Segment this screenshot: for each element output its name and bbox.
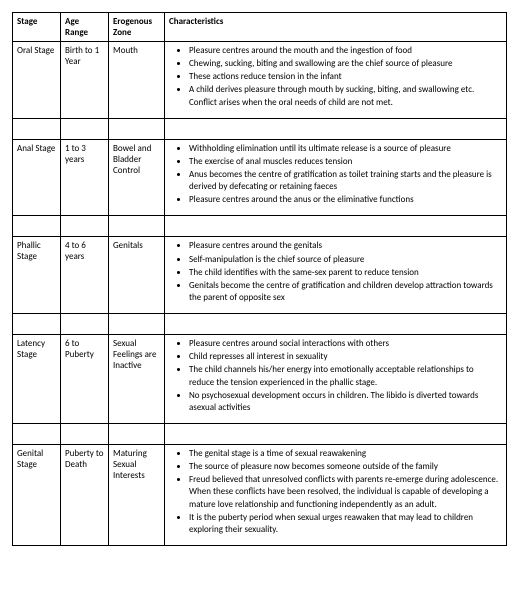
characteristics-list: The genital stage is a time of sexual re… [171,448,500,536]
cell-characteristics: The genital stage is a time of sexual re… [165,444,507,545]
spacer-row [13,216,507,237]
cell-zone: Mouth [109,42,165,119]
psychosexual-stages-table: Stage Age Range Erogenous Zone Character… [12,12,507,546]
characteristics-list: Withholding elimination until its ultima… [171,143,500,207]
list-item: The genital stage is a time of sexual re… [189,448,500,460]
list-item: Pleasure centres around the anus or the … [189,194,500,206]
spacer-row [13,314,507,335]
cell-zone: Sexual Feelings are Inactive [109,335,165,424]
characteristics-list: Pleasure centres around the genitals Self… [171,240,500,304]
list-item: No psychosexual development occurs in ch… [189,390,500,414]
table-row: Latency Stage6 to PubertySexual Feelings… [13,335,507,424]
cell-stage: Phallic Stage [13,237,61,314]
table-header-row: Stage Age Range Erogenous Zone Character… [13,13,507,42]
spacer-row [13,423,507,444]
table-row: Oral StageBirth to 1 YearMouth Pleasure c… [13,42,507,119]
cell-stage: Anal Stage [13,139,61,216]
characteristics-list: Pleasure centres around the mouth and th… [171,45,500,109]
cell-age: Puberty to Death [61,444,109,545]
cell-characteristics: Pleasure centres around the mouth and th… [165,42,507,119]
list-item: Anus becomes the centre of gratification… [189,169,500,193]
list-item: Genitals become the centre of gratificat… [189,280,500,304]
cell-zone: Maturing Sexual Interests [109,444,165,545]
list-item: A child derives pleasure through mouth b… [189,84,500,108]
cell-zone: Bowel and Bladder Control [109,139,165,216]
cell-stage: Genital Stage [13,444,61,545]
cell-stage: Oral Stage [13,42,61,119]
list-item: It is the puberty period when sexual urg… [189,512,500,536]
table-row: Phallic Stage4 to 6 yearsGenitalsPleasur… [13,237,507,314]
cell-zone: Genitals [109,237,165,314]
list-item: Pleasure centres around social interacti… [189,338,500,350]
characteristics-list: Pleasure centres around social interacti… [171,338,500,414]
list-item: Chewing, sucking, biting and swallowing … [189,58,500,70]
cell-characteristics: Withholding elimination until its ultima… [165,139,507,216]
spacer-row [13,118,507,139]
list-item: Child represses all interest in sexualit… [189,351,500,363]
list-item: The exercise of anal muscles reduces ten… [189,156,500,168]
list-item: Freud believed that unresolved conflicts… [189,474,500,510]
header-stage: Stage [13,13,61,42]
list-item: Pleasure centres around the genitals [189,240,500,252]
table-row: Genital StagePuberty to DeathMaturing Se… [13,444,507,545]
list-item: Self-manipulation is the chief source of… [189,254,500,266]
list-item: These actions reduce tension in the infa… [189,71,500,83]
header-zone: Erogenous Zone [109,13,165,42]
cell-age: 4 to 6 years [61,237,109,314]
cell-stage: Latency Stage [13,335,61,424]
cell-age: Birth to 1 Year [61,42,109,119]
list-item: The child channels his/her energy into e… [189,364,500,388]
header-characteristics: Characteristics [165,13,507,42]
cell-age: 6 to Puberty [61,335,109,424]
list-item: The source of pleasure now becomes someo… [189,461,500,473]
cell-characteristics: Pleasure centres around the genitals Self… [165,237,507,314]
cell-age: 1 to 3 years [61,139,109,216]
list-item: The child identifies with the same-sex p… [189,267,500,279]
header-age: Age Range [61,13,109,42]
list-item: Pleasure centres around the mouth and th… [189,45,500,57]
table-row: Anal Stage1 to 3 yearsBowel and Bladder … [13,139,507,216]
list-item: Withholding elimination until its ultima… [189,143,500,155]
cell-characteristics: Pleasure centres around social interacti… [165,335,507,424]
